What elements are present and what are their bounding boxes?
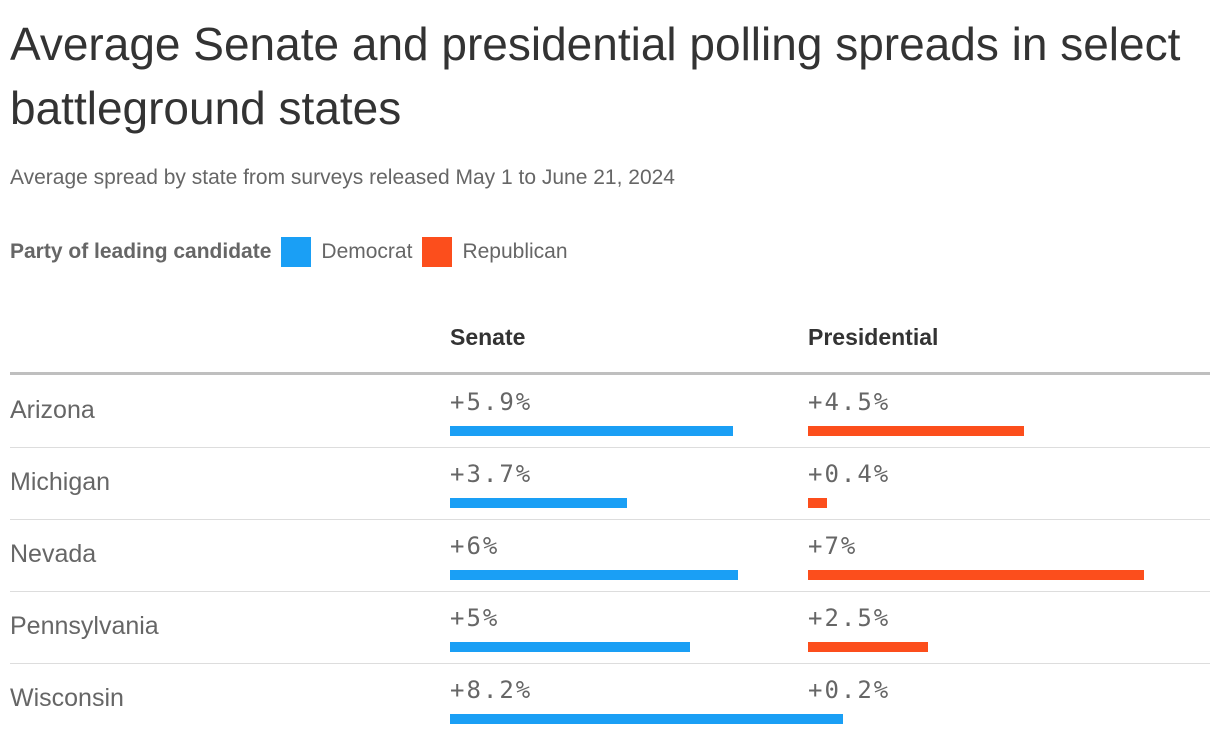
- legend-label-democrat: Democrat: [321, 240, 413, 263]
- senate-value-michigan: +3.7%: [450, 460, 533, 488]
- senate-value-pennsylvania: +5%: [450, 604, 500, 632]
- state-label-nevada: Nevada: [10, 540, 97, 568]
- row-divider: [10, 591, 1210, 592]
- chart-title: Average Senate and presidential polling …: [10, 18, 1181, 134]
- row-divider: [10, 663, 1210, 664]
- table-row: Nevada +6% +7%: [10, 520, 1210, 592]
- chart-subtitle: Average spread by state from surveys rel…: [10, 166, 675, 189]
- senate-bar-arizona: [450, 426, 733, 436]
- table-row: Michigan +3.7% +0.4%: [10, 448, 1210, 520]
- senate-bar-wisconsin: [450, 714, 843, 724]
- senate-bar-michigan: [450, 498, 627, 508]
- column-header-presidential: Presidential: [808, 324, 939, 350]
- row-divider: [10, 519, 1210, 520]
- presidential-value-michigan: +0.4%: [808, 460, 891, 488]
- table-row: Arizona +5.9% +4.5%: [10, 376, 1210, 448]
- presidential-bar-pennsylvania: [808, 642, 928, 652]
- presidential-value-arizona: +4.5%: [808, 388, 891, 416]
- legend-title: Party of leading candidate: [10, 240, 272, 263]
- state-label-wisconsin: Wisconsin: [10, 684, 124, 712]
- legend: Party of leading candidate Democrat Repu…: [10, 236, 578, 268]
- header-divider: [10, 372, 1210, 375]
- presidential-bar-michigan: [808, 498, 827, 508]
- row-divider: [10, 447, 1210, 448]
- presidential-value-nevada: +7%: [808, 532, 858, 560]
- legend-swatch-democrat: [281, 237, 312, 267]
- senate-bar-nevada: [450, 570, 738, 580]
- senate-value-arizona: +5.9%: [450, 388, 533, 416]
- presidential-bar-arizona: [808, 426, 1024, 436]
- state-label-pennsylvania: Pennsylvania: [10, 612, 159, 640]
- column-header-senate: Senate: [450, 324, 526, 350]
- table-row: Wisconsin +8.2% +0.2%: [10, 664, 1210, 736]
- senate-value-nevada: +6%: [450, 532, 500, 560]
- state-label-arizona: Arizona: [10, 396, 95, 424]
- legend-swatch-republican: [422, 237, 453, 267]
- legend-label-republican: Republican: [462, 240, 568, 263]
- presidential-value-pennsylvania: +2.5%: [808, 604, 891, 632]
- state-label-michigan: Michigan: [10, 468, 111, 496]
- presidential-bar-wisconsin: [808, 714, 818, 724]
- presidential-bar-nevada: [808, 570, 1144, 580]
- presidential-value-wisconsin: +0.2%: [808, 676, 891, 704]
- senate-value-wisconsin: +8.2%: [450, 676, 533, 704]
- table-row: Pennsylvania +5% +2.5%: [10, 592, 1210, 664]
- senate-bar-pennsylvania: [450, 642, 690, 652]
